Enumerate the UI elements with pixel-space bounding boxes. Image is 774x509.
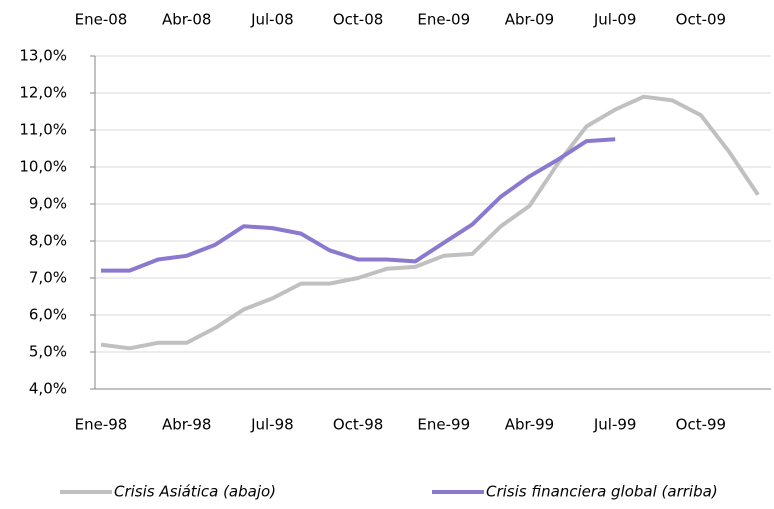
y-tick-label: 11,0% bbox=[19, 121, 67, 139]
y-tick-label: 7,0% bbox=[29, 269, 67, 287]
legend: Crisis Asiática (abajo) Crisis financiera… bbox=[60, 483, 718, 501]
x-tick-label: Oct-98 bbox=[333, 416, 383, 434]
y-tick-label: 12,0% bbox=[19, 84, 67, 102]
x-tick-label: Ene-98 bbox=[75, 416, 128, 434]
y-tick-label: 5,0% bbox=[29, 343, 67, 361]
x-tick-label: Abr-99 bbox=[505, 416, 555, 434]
x-top-tick-label: Jul-08 bbox=[250, 11, 294, 29]
x-tick-label: Jul-98 bbox=[250, 416, 294, 434]
series-line bbox=[100, 94, 760, 351]
y-tick-label: 13,0% bbox=[19, 47, 67, 65]
y-tick-label: 4,0% bbox=[29, 380, 67, 398]
x-top-tick-label: Oct-09 bbox=[676, 11, 726, 29]
y-tick-label: 10,0% bbox=[19, 158, 67, 176]
legend-label: Crisis financiera global (arriba) bbox=[486, 483, 718, 501]
x-top-tick-label: Abr-08 bbox=[162, 11, 212, 29]
x-tick-label: Oct-99 bbox=[676, 416, 726, 434]
y-tick-label: 8,0% bbox=[29, 232, 67, 250]
x-tick-label: Ene-99 bbox=[417, 416, 470, 434]
x-top-tick-label: Oct-08 bbox=[333, 11, 383, 29]
x-tick-label: Jul-99 bbox=[593, 416, 637, 434]
y-tick-label: 9,0% bbox=[29, 195, 67, 213]
x-top-tick-label: Abr-09 bbox=[505, 11, 555, 29]
series-line bbox=[101, 137, 616, 273]
x-top-tick-label: Ene-09 bbox=[417, 11, 470, 29]
y-tick-label: 6,0% bbox=[29, 306, 67, 324]
x-top-tick-label: Ene-08 bbox=[75, 11, 128, 29]
legend-label: Crisis Asiática (abajo) bbox=[114, 483, 276, 501]
x-tick-label: Abr-98 bbox=[162, 416, 212, 434]
x-top-tick-label: Jul-09 bbox=[593, 11, 637, 29]
